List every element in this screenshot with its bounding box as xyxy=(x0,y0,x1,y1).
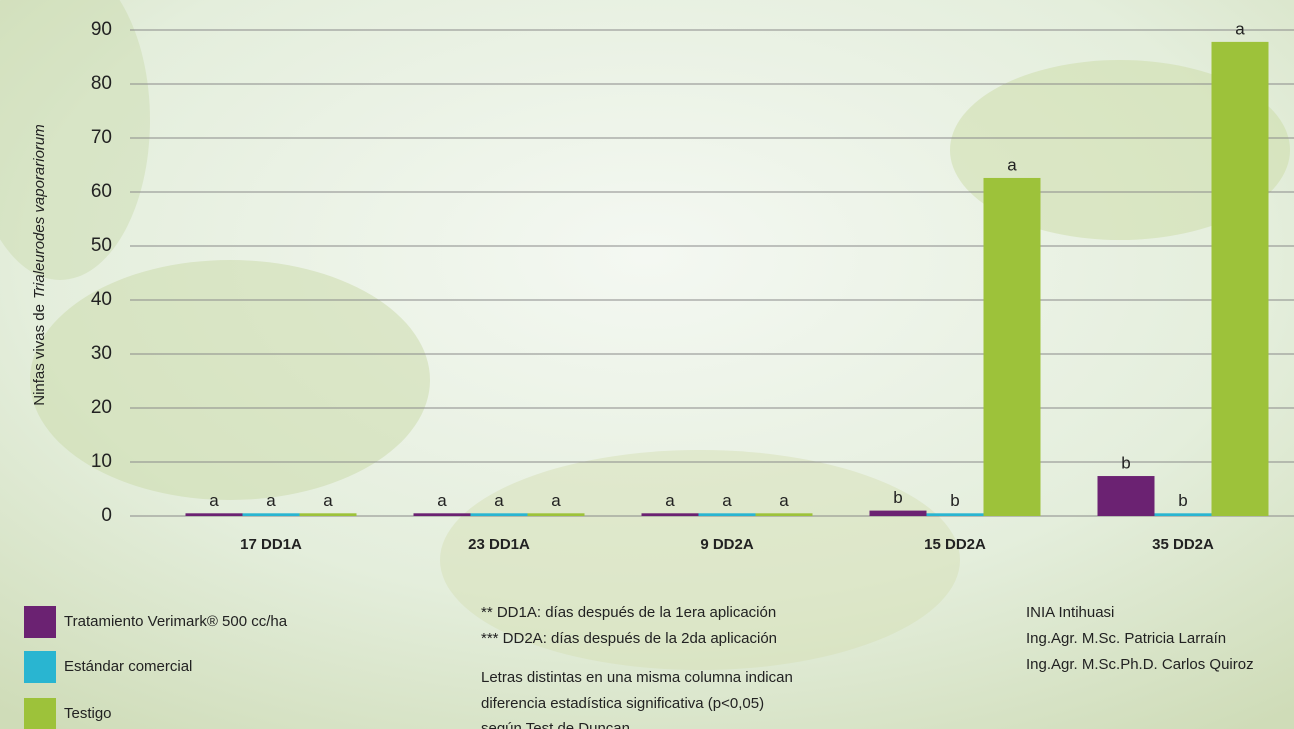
note: según Test de Duncan xyxy=(481,720,630,729)
y-tick-label: 90 xyxy=(91,19,112,40)
bar xyxy=(186,513,243,516)
y-tick-label: 40 xyxy=(91,289,112,310)
legend-label: Estándar comercial xyxy=(64,658,192,675)
significance-letter: a xyxy=(722,491,732,510)
significance-letter: a xyxy=(551,491,561,510)
significance-letter: a xyxy=(437,491,447,510)
bar xyxy=(927,513,984,516)
note: diferencia estadística significativa (p<… xyxy=(481,695,764,712)
x-tick-label: 17 DD1A xyxy=(240,536,302,553)
note: ** DD1A: días después de la 1era aplicac… xyxy=(481,604,776,621)
significance-letter: b xyxy=(1178,491,1187,510)
significance-letter: b xyxy=(1121,454,1130,473)
bar xyxy=(414,513,471,516)
significance-letter: a xyxy=(323,491,333,510)
bar xyxy=(1212,42,1269,516)
y-tick-label: 30 xyxy=(91,343,112,364)
bar xyxy=(756,513,813,516)
y-tick-label: 10 xyxy=(91,451,112,472)
page: Ninfas vivas de Trialeurodes vaporariorum… xyxy=(0,0,1294,729)
significance-letter: a xyxy=(665,491,675,510)
x-tick-label: 15 DD2A xyxy=(924,536,986,553)
x-tick-label: 23 DD1A xyxy=(468,536,530,553)
bar xyxy=(984,178,1041,516)
bar xyxy=(1155,513,1212,516)
significance-letter: a xyxy=(1235,19,1245,38)
credit: Ing.Agr. M.Sc.Ph.D. Carlos Quiroz xyxy=(1026,656,1254,673)
x-tick-label: 35 DD2A xyxy=(1152,536,1214,553)
credit: INIA Intihuasi xyxy=(1026,604,1114,621)
y-tick-label: 0 xyxy=(101,505,112,526)
bar xyxy=(642,513,699,516)
y-tick-label: 70 xyxy=(91,127,112,148)
bar xyxy=(300,513,357,516)
note: Letras distintas en una misma columna in… xyxy=(481,669,793,686)
significance-letter: a xyxy=(494,491,504,510)
bar xyxy=(870,511,927,516)
note: *** DD2A: días después de la 2da aplicac… xyxy=(481,630,777,647)
bar xyxy=(528,513,585,516)
significance-letter: b xyxy=(950,491,959,510)
legend-swatch xyxy=(24,698,56,729)
significance-letter: a xyxy=(209,491,219,510)
bar xyxy=(243,513,300,516)
y-label-species: Trialeurodes vaporariorum xyxy=(31,124,48,299)
bar xyxy=(1098,476,1155,516)
significance-letter: a xyxy=(266,491,276,510)
significance-letter: b xyxy=(893,488,902,507)
legend-swatch xyxy=(24,651,56,683)
y-tick-label: 80 xyxy=(91,73,112,94)
credit: Ing.Agr. M.Sc. Patricia Larraín xyxy=(1026,630,1226,647)
significance-letter: a xyxy=(779,491,789,510)
bar xyxy=(471,513,528,516)
x-tick-label: 9 DD2A xyxy=(700,536,754,553)
chart: Ninfas vivas de Trialeurodes vaporariorum… xyxy=(0,0,1294,729)
y-axis-label: Ninfas vivas de Trialeurodes vaporariorum xyxy=(31,124,48,406)
legend-label: Testigo xyxy=(64,705,112,722)
y-tick-label: 60 xyxy=(91,181,112,202)
legend-swatch xyxy=(24,606,56,638)
legend-label: Tratamiento Verimark® 500 cc/ha xyxy=(64,613,288,630)
y-label-prefix: Ninfas vivas de xyxy=(31,304,48,406)
y-tick-label: 50 xyxy=(91,235,112,256)
bar xyxy=(699,513,756,516)
significance-letter: a xyxy=(1007,155,1017,174)
y-tick-label: 20 xyxy=(91,397,112,418)
